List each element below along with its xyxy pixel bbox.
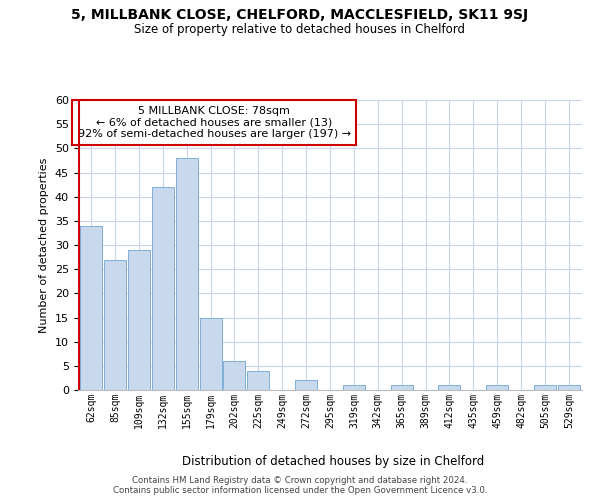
Bar	[104, 260, 126, 390]
Bar	[128, 250, 150, 390]
Bar	[439, 385, 460, 390]
Bar	[295, 380, 317, 390]
Text: Contains HM Land Registry data © Crown copyright and database right 2024.
Contai: Contains HM Land Registry data © Crown c…	[113, 476, 487, 495]
Bar	[223, 361, 245, 390]
Bar	[200, 318, 221, 390]
Text: 5, MILLBANK CLOSE, CHELFORD, MACCLESFIELD, SK11 9SJ: 5, MILLBANK CLOSE, CHELFORD, MACCLESFIEL…	[71, 8, 529, 22]
Y-axis label: Number of detached properties: Number of detached properties	[39, 158, 49, 332]
Text: 5 MILLBANK CLOSE: 78sqm
← 6% of detached houses are smaller (13)
92% of semi-det: 5 MILLBANK CLOSE: 78sqm ← 6% of detached…	[77, 106, 350, 139]
Bar	[558, 385, 580, 390]
Text: Size of property relative to detached houses in Chelford: Size of property relative to detached ho…	[134, 22, 466, 36]
Bar	[176, 158, 197, 390]
Bar	[534, 385, 556, 390]
Text: Distribution of detached houses by size in Chelford: Distribution of detached houses by size …	[182, 454, 484, 468]
Bar	[152, 187, 174, 390]
Bar	[80, 226, 102, 390]
Bar	[247, 370, 269, 390]
Bar	[391, 385, 413, 390]
Bar	[486, 385, 508, 390]
Bar	[343, 385, 365, 390]
